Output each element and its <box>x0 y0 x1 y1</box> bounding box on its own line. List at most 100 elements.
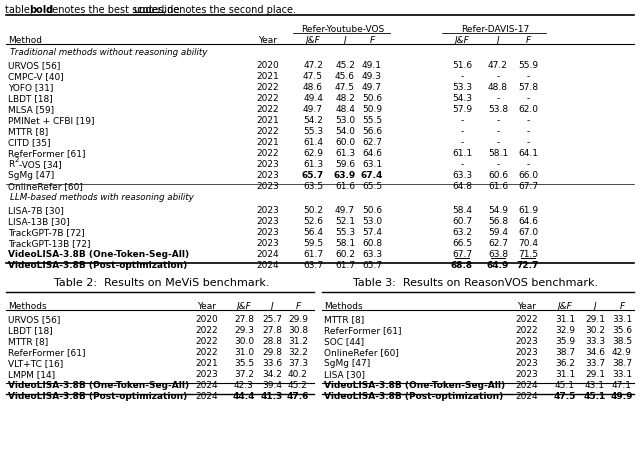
Text: 63.1: 63.1 <box>362 160 382 168</box>
Text: 2022: 2022 <box>516 325 538 334</box>
Text: LBDT [18]: LBDT [18] <box>8 94 52 103</box>
Text: J: J <box>271 302 273 310</box>
Text: 38.5: 38.5 <box>612 336 632 345</box>
Text: LMPM [14]: LMPM [14] <box>8 369 55 378</box>
Text: 60.8: 60.8 <box>362 239 382 247</box>
Text: F: F <box>296 302 301 310</box>
Text: 2: 2 <box>15 157 19 163</box>
Text: 30.2: 30.2 <box>585 325 605 334</box>
Text: 2020: 2020 <box>257 61 280 70</box>
Text: 47.5: 47.5 <box>554 391 576 400</box>
Text: 45.6: 45.6 <box>335 72 355 81</box>
Text: TrackGPT-13B [72]: TrackGPT-13B [72] <box>8 239 90 247</box>
Text: 64.1: 64.1 <box>518 149 538 157</box>
Text: 38.7: 38.7 <box>612 358 632 367</box>
Text: 55.9: 55.9 <box>518 61 538 70</box>
Text: 42.3: 42.3 <box>234 380 254 389</box>
Text: F: F <box>525 36 531 45</box>
Text: -: - <box>497 160 500 168</box>
Text: 65.5: 65.5 <box>362 182 382 190</box>
Text: 60.0: 60.0 <box>335 138 355 147</box>
Text: -: - <box>497 138 500 147</box>
Text: 68.8: 68.8 <box>451 260 473 269</box>
Text: LBDT [18]: LBDT [18] <box>8 325 52 334</box>
Text: Refer-Youtube-VOS: Refer-Youtube-VOS <box>301 25 384 34</box>
Text: 29.9: 29.9 <box>288 314 308 323</box>
Text: 60.7: 60.7 <box>452 217 472 225</box>
Text: 2023: 2023 <box>257 206 280 214</box>
Text: Method: Method <box>8 36 42 45</box>
Text: 71.5: 71.5 <box>518 249 538 258</box>
Text: J&F: J&F <box>237 302 252 310</box>
Text: 39.4: 39.4 <box>262 380 282 389</box>
Text: 54.2: 54.2 <box>303 116 323 125</box>
Text: 35.5: 35.5 <box>234 358 254 367</box>
Text: 66.0: 66.0 <box>518 171 538 179</box>
Text: J: J <box>594 302 596 310</box>
Text: 31.0: 31.0 <box>234 347 254 356</box>
Text: 61.7: 61.7 <box>335 260 355 269</box>
Text: 47.2: 47.2 <box>303 61 323 70</box>
Text: 48.4: 48.4 <box>335 105 355 114</box>
Text: ReferFormer [61]: ReferFormer [61] <box>324 325 401 334</box>
Text: 33.7: 33.7 <box>585 358 605 367</box>
Text: LISA-13B [30]: LISA-13B [30] <box>8 217 70 225</box>
Text: 67.4: 67.4 <box>361 171 383 179</box>
Text: OnlineRefer [60]: OnlineRefer [60] <box>324 347 399 356</box>
Text: 2024: 2024 <box>516 380 538 389</box>
Text: 63.5: 63.5 <box>303 182 323 190</box>
Text: 49.3: 49.3 <box>362 72 382 81</box>
Text: 28.8: 28.8 <box>262 336 282 345</box>
Text: 57.8: 57.8 <box>518 83 538 92</box>
Text: 64.6: 64.6 <box>362 149 382 157</box>
Text: 2023: 2023 <box>516 347 538 356</box>
Text: VideoLISA-3.8B (Post-optimization): VideoLISA-3.8B (Post-optimization) <box>8 260 188 269</box>
Text: 57.4: 57.4 <box>362 228 382 236</box>
Text: 63.3: 63.3 <box>362 249 382 258</box>
Text: 53.0: 53.0 <box>335 116 355 125</box>
Text: LISA [30]: LISA [30] <box>324 369 365 378</box>
Text: 2023: 2023 <box>257 160 280 168</box>
Text: 33.1: 33.1 <box>612 369 632 378</box>
Text: 54.3: 54.3 <box>452 94 472 103</box>
Text: 47.5: 47.5 <box>303 72 323 81</box>
Text: 33.6: 33.6 <box>262 358 282 367</box>
Text: ReferFormer [61]: ReferFormer [61] <box>8 347 86 356</box>
Text: SgMg [47]: SgMg [47] <box>8 171 54 179</box>
Text: 45.2: 45.2 <box>288 380 308 389</box>
Text: 31.1: 31.1 <box>555 314 575 323</box>
Text: 50.9: 50.9 <box>362 105 382 114</box>
Text: 50.2: 50.2 <box>303 206 323 214</box>
Text: 41.3: 41.3 <box>261 391 283 400</box>
Text: 2023: 2023 <box>516 336 538 345</box>
Text: 65.7: 65.7 <box>302 171 324 179</box>
Text: 47.2: 47.2 <box>488 61 508 70</box>
Text: 59.4: 59.4 <box>488 228 508 236</box>
Text: 47.1: 47.1 <box>612 380 632 389</box>
Text: 33.1: 33.1 <box>612 314 632 323</box>
Text: 55.5: 55.5 <box>362 116 382 125</box>
Text: 52.1: 52.1 <box>335 217 355 225</box>
Text: 29.3: 29.3 <box>234 325 254 334</box>
Text: 2023: 2023 <box>257 182 280 190</box>
Text: 56.6: 56.6 <box>362 127 382 136</box>
Text: URVOS [56]: URVOS [56] <box>8 61 60 70</box>
Text: 62.7: 62.7 <box>488 239 508 247</box>
Text: 30.0: 30.0 <box>234 336 254 345</box>
Text: -: - <box>526 160 530 168</box>
Text: Methods: Methods <box>8 302 47 310</box>
Text: 27.8: 27.8 <box>234 314 254 323</box>
Text: -: - <box>497 127 500 136</box>
Text: 53.0: 53.0 <box>362 217 382 225</box>
Text: MTTR [8]: MTTR [8] <box>8 336 48 345</box>
Text: Traditional methods without reasoning ability: Traditional methods without reasoning ab… <box>10 48 207 57</box>
Text: 2021: 2021 <box>257 116 280 125</box>
Text: 70.4: 70.4 <box>518 239 538 247</box>
Text: 47.6: 47.6 <box>287 391 309 400</box>
Text: 50.6: 50.6 <box>362 206 382 214</box>
Text: 2022: 2022 <box>257 149 279 157</box>
Text: 2022: 2022 <box>516 314 538 323</box>
Text: 34.6: 34.6 <box>585 347 605 356</box>
Text: 63.9: 63.9 <box>334 171 356 179</box>
Text: OnlineRefer [60]: OnlineRefer [60] <box>8 182 83 190</box>
